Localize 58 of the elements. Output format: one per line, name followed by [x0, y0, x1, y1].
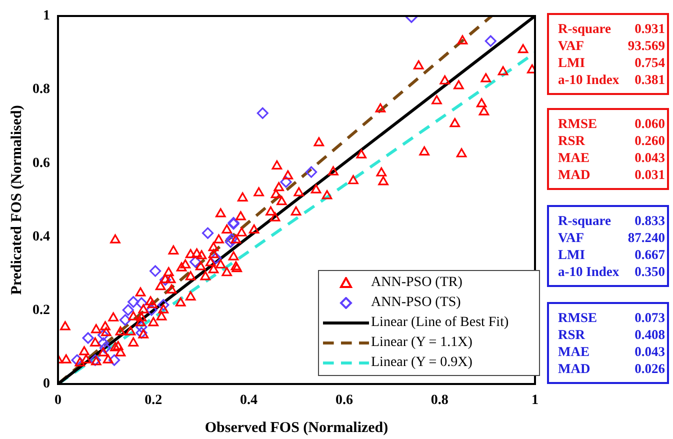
text: VAF 93.569: [558, 38, 665, 53]
text: RMSE 0.060: [558, 116, 665, 131]
text: MAD 0.031: [558, 167, 665, 182]
x-tick-label: 0.8: [430, 393, 448, 408]
point: [202, 227, 214, 239]
text: RSR 0.408: [558, 327, 665, 342]
point: [190, 256, 202, 268]
text: LMI 0.754: [558, 55, 665, 70]
legend-label: Linear (Y = 1.1X): [371, 335, 472, 351]
point: [146, 304, 158, 316]
point: [305, 166, 318, 178]
legend-label: ANN-PSO (TR): [371, 275, 462, 291]
text: R-square 0.833: [558, 213, 665, 228]
text: MAE 0.043: [558, 344, 665, 359]
y-tick-label: 0.6: [32, 156, 50, 171]
text: a-10 Index 0.381: [558, 71, 665, 88]
point: [158, 299, 170, 311]
point: [98, 329, 110, 341]
point: [226, 233, 238, 245]
y-axis-title: Predicated FOS (Normalised): [8, 105, 25, 295]
legend-label: Linear (Y = 0.9X): [371, 355, 472, 371]
text: MAD 0.026: [558, 361, 665, 376]
point: [108, 354, 120, 366]
point: [280, 176, 292, 188]
y-tick-label: 0.2: [32, 303, 50, 318]
point: [210, 252, 222, 264]
point: [136, 321, 148, 333]
y-tick-label: 1: [43, 8, 50, 24]
x-tick-label: 0: [54, 393, 62, 408]
legend-label: ANN-PSO (TS): [371, 295, 461, 311]
legend-label: Linear (Line of Best Fit): [371, 315, 509, 331]
text: a-10 Index 0.350: [558, 263, 665, 280]
x-tick-label: 0.6: [335, 393, 353, 408]
text: LMI 0.667: [558, 247, 665, 262]
text: MAE 0.043: [558, 150, 665, 165]
point: [82, 332, 94, 344]
point: [99, 342, 112, 354]
y-tick-label: 0.4: [32, 229, 50, 244]
point: [71, 354, 83, 366]
point: [484, 35, 496, 47]
text: RSR 0.260: [558, 133, 665, 148]
point: [119, 314, 132, 326]
y-tick-label: 0: [43, 376, 50, 392]
text: VAF 87.240: [558, 230, 665, 245]
point: [136, 297, 148, 309]
x-axis-title: Observed FOS (Normalized): [204, 420, 388, 436]
point: [150, 265, 162, 277]
x-tick-label: 0.4: [240, 393, 258, 408]
x-tick-label: 1: [532, 393, 538, 408]
point: [122, 304, 134, 316]
y-tick-label: 0.8: [32, 82, 50, 98]
x-tick-label: 0.2: [144, 393, 162, 408]
point: [224, 236, 236, 248]
text: R-square 0.931: [558, 21, 665, 36]
point: [98, 337, 110, 349]
point: [256, 107, 268, 119]
point: [128, 296, 140, 308]
text: RMSE 0.073: [558, 310, 665, 325]
